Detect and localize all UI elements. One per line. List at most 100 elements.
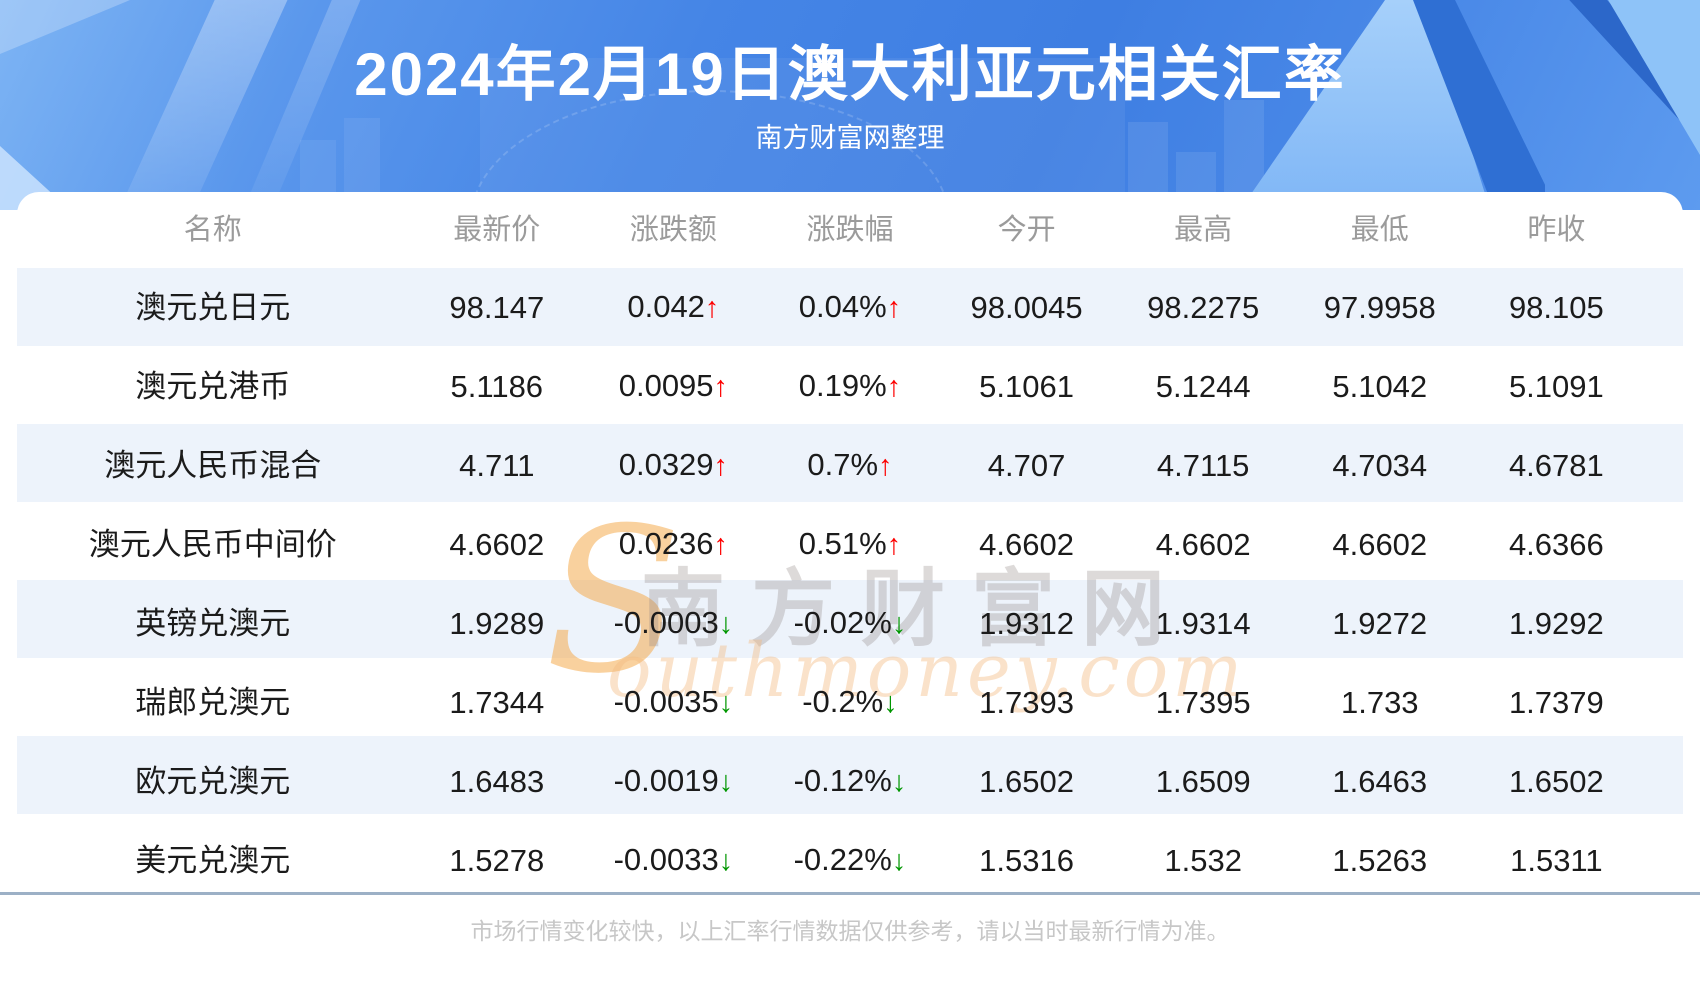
cell-name: 澳元兑日元 — [17, 268, 409, 347]
cell-prev: 98.105 — [1468, 268, 1645, 347]
value-prev: 4.6781 — [1508, 447, 1604, 483]
value-name: 瑞郎兑澳元 — [135, 684, 291, 720]
value-change: 0.042 — [627, 289, 705, 324]
cell-prev: 1.9292 — [1468, 584, 1645, 663]
cell-open: 1.9312 — [938, 584, 1115, 663]
value-prev: 1.5311 — [1510, 842, 1603, 878]
value-open: 4.707 — [987, 447, 1066, 483]
cell-prev: 1.6502 — [1468, 742, 1645, 821]
value-open: 1.9312 — [979, 605, 1074, 641]
cell-change: 0.0329↑ — [585, 426, 762, 505]
value-open: 1.5316 — [979, 842, 1074, 878]
value-low: 4.6602 — [1332, 526, 1428, 562]
down-arrow-icon: ↓ — [883, 687, 898, 719]
value-open: 1.7393 — [979, 684, 1074, 720]
table-row: 澳元人民币混合 4.711 0.0329↑ 0.7% ↑ 4.707 4.7115 4.703… — [17, 426, 1683, 505]
cell-prev: 4.6781 — [1468, 426, 1645, 505]
cell-prev: 1.7379 — [1468, 663, 1645, 742]
cell-low: 1.9272 — [1291, 584, 1468, 663]
value-high: 1.532 — [1164, 842, 1242, 878]
value-pct: 0.04% — [798, 289, 887, 324]
up-arrow-icon: ↑ — [704, 292, 720, 324]
cell-low: 1.733 — [1291, 663, 1468, 742]
value-last: 1.5278 — [449, 842, 545, 878]
down-arrow-icon: ↓ — [718, 845, 734, 877]
up-arrow-icon: ↑ — [713, 450, 729, 482]
cell-last: 4.6602 — [409, 505, 586, 584]
down-arrow-icon: ↓ — [891, 608, 907, 640]
value-pct: -0.02% — [793, 605, 892, 640]
column-header: 涨跌额 — [629, 214, 717, 246]
value-high: 4.7115 — [1156, 447, 1250, 483]
hero-banner: 2024年2月19日澳大利亚元相关汇率 南方财富网整理 — [0, 0, 1700, 210]
value-low: 97.9958 — [1323, 289, 1436, 325]
value-name: 澳元兑港币 — [135, 368, 291, 404]
value-change: 0.0329 — [618, 447, 714, 482]
table-row: 瑞郎兑澳元 1.7344 -0.0035 ↓ -0.2%↓ 1.7393 1.7395 1.7… — [17, 663, 1683, 742]
value-change: -0.0003 — [613, 605, 719, 640]
cell-last: 4.711 — [409, 426, 586, 505]
value-open: 5.1061 — [979, 368, 1074, 404]
cell-open: 1.5316 — [938, 821, 1115, 892]
value-pct: 0.7% — [807, 447, 879, 482]
value-prev: 1.9292 — [1508, 605, 1604, 641]
cell-prev: 1.5311 — [1468, 821, 1645, 892]
cell-last: 1.5278 — [409, 821, 586, 892]
cell-change: -0.0003↓ — [585, 584, 762, 663]
table-row: 澳元人民币中间价 4.6602 0.0236↑ 0.51%↑ 4.6602 4.6602 4… — [17, 505, 1683, 584]
cell-pct: 0.19%↑ — [762, 347, 939, 426]
value-last: 1.9289 — [449, 605, 545, 641]
table-row: 美元兑澳元 1.5278 -0.0033↓ -0.22%↓ 1.5316 1.532 1.5… — [17, 821, 1683, 892]
value-high: 1.7395 — [1155, 684, 1251, 720]
value-prev: 5.1091 — [1508, 368, 1604, 404]
footer-divider — [0, 892, 1700, 895]
down-arrow-icon: ↓ — [718, 766, 734, 798]
cell-open: 1.6502 — [938, 742, 1115, 821]
value-name: 欧元兑澳元 — [135, 763, 291, 799]
value-change: -0.0033 — [613, 842, 719, 877]
value-name: 英镑兑澳元 — [135, 605, 291, 641]
value-open: 1.6502 — [979, 763, 1074, 799]
up-arrow-icon: ↑ — [713, 529, 729, 561]
value-low: 1.6463 — [1332, 763, 1428, 799]
cell-high: 98.2275 — [1115, 268, 1292, 347]
cell-open: 98.0045 — [938, 268, 1115, 347]
cell-low: 97.9958 — [1291, 268, 1468, 347]
cell-pct: -0.2%↓ — [762, 663, 939, 742]
down-arrow-icon: ↓ — [891, 845, 907, 877]
column-header: 昨收 — [1527, 214, 1586, 246]
value-high: 1.9314 — [1155, 605, 1251, 641]
rates-table: 名称 最新价 涨跌额 涨跌幅 今开 最高 最低 昨收 澳元兑日元 98.147 0.042↑ 0.0… — [17, 192, 1683, 892]
cell-open: 4.707 — [938, 426, 1115, 505]
page-title: 2024年2月19日澳大利亚元相关汇率 — [354, 41, 1346, 108]
column-header: 最高 — [1174, 214, 1233, 246]
value-name: 美元兑澳元 — [135, 842, 291, 878]
table-row: 英镑兑澳元 1.9289 -0.0003↓ -0.02%↓ 1.9312 1.9314 1.… — [17, 584, 1683, 663]
table-row: 澳元兑港币 5.1186 0.0095↑ 0.19%↑ 5.1061 5.1244 5.10… — [17, 347, 1683, 426]
rates-panel: S 南方财富网 outhmoney.com 名称 最新价 涨跌额 涨跌幅 今开 最高 最低昨… — [17, 192, 1683, 892]
cell-high: 1.532 — [1115, 821, 1292, 892]
cell-change: 0.0095↑ — [585, 347, 762, 426]
cell-low: 1.6463 — [1291, 742, 1468, 821]
cell-pct: -0.12%↓ — [762, 742, 939, 821]
value-change: 0.0095 — [618, 368, 714, 403]
value-pct: -0.12% — [793, 763, 892, 798]
value-low: 4.7034 — [1332, 447, 1428, 483]
page-subtitle: 南方财富网整理 — [755, 123, 945, 153]
column-header: 涨跌幅 — [806, 214, 894, 246]
cell-pct: 0.51%↑ — [762, 505, 939, 584]
value-change: -0.0035 — [613, 684, 719, 719]
value-high: 4.6602 — [1155, 526, 1251, 562]
cell-low: 4.6602 — [1291, 505, 1468, 584]
value-name: 澳元人民币混合 — [104, 447, 322, 483]
cell-last: 1.6483 — [409, 742, 586, 821]
value-last: 1.7344 — [449, 684, 545, 720]
value-open: 4.6602 — [979, 526, 1074, 562]
cell-name: 澳元人民币混合 — [17, 426, 409, 505]
cell-low: 1.5263 — [1291, 821, 1468, 892]
value-prev: 4.6366 — [1508, 526, 1604, 562]
column-header: 最低 — [1350, 214, 1409, 246]
value-prev: 1.7379 — [1508, 684, 1604, 720]
value-high: 98.2275 — [1147, 289, 1260, 325]
value-last: 4.711 — [459, 447, 535, 483]
